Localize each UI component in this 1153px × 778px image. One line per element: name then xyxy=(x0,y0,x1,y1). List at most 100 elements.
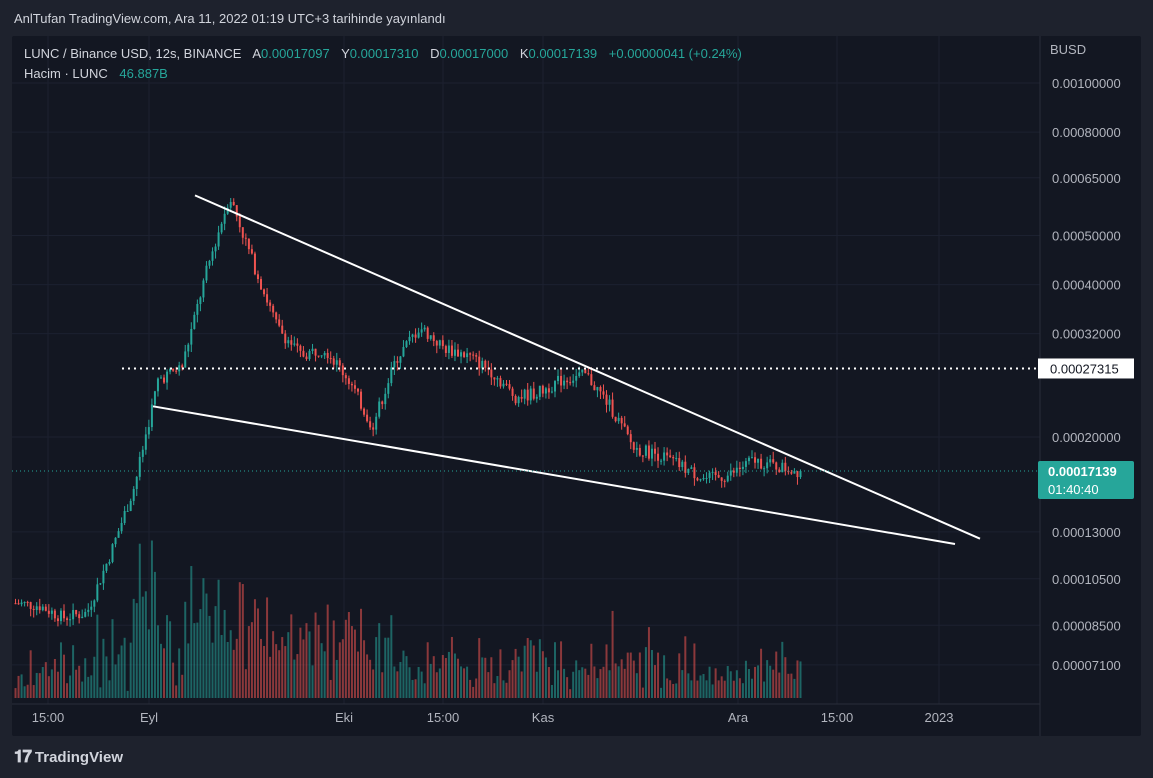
volume-bar xyxy=(608,670,611,698)
volume-bar xyxy=(699,675,702,698)
candle xyxy=(263,289,266,295)
volume-bar xyxy=(575,660,578,698)
candle xyxy=(747,457,750,462)
volume-bar xyxy=(272,631,275,698)
candle xyxy=(50,610,53,614)
open-value: 0.00017097 xyxy=(261,46,330,61)
candle xyxy=(169,368,172,372)
volume-bar xyxy=(269,656,272,698)
volume-bar xyxy=(199,609,202,698)
volume-bar xyxy=(372,669,375,698)
candle xyxy=(702,478,705,480)
volume-bar xyxy=(572,671,575,698)
x-tick-label: 15:00 xyxy=(427,710,460,725)
candle xyxy=(266,294,269,303)
candle xyxy=(172,368,175,371)
volume-bar xyxy=(81,681,84,698)
volume-bar xyxy=(784,657,787,698)
volume-bar xyxy=(69,675,72,698)
candle xyxy=(141,449,144,457)
volume-bar xyxy=(111,619,114,698)
volume-bar xyxy=(590,643,593,698)
candle xyxy=(699,479,702,481)
candle xyxy=(102,570,105,584)
candle xyxy=(672,456,675,459)
candle xyxy=(684,461,687,473)
volume-bar xyxy=(717,680,720,698)
candle xyxy=(793,471,796,474)
volume-bar xyxy=(87,676,90,698)
candle xyxy=(278,319,281,326)
candle xyxy=(196,303,199,315)
candle xyxy=(238,216,241,228)
volume-bar xyxy=(17,675,20,698)
volume-bar xyxy=(417,666,420,698)
candle xyxy=(332,358,335,365)
candle xyxy=(232,201,235,206)
volume-bar xyxy=(499,649,502,698)
candle xyxy=(681,461,684,468)
x-tick-label: Eyl xyxy=(140,710,158,725)
open-label: A xyxy=(252,46,262,61)
candle xyxy=(120,522,123,532)
candle xyxy=(617,417,620,422)
volume-bar xyxy=(329,679,332,698)
volume-bar xyxy=(478,638,481,698)
volume-bar xyxy=(490,657,493,698)
candle xyxy=(441,340,444,347)
volume-bar xyxy=(138,543,141,698)
candle xyxy=(654,448,657,454)
candle xyxy=(363,408,366,415)
volume-bar xyxy=(217,579,220,698)
candle xyxy=(402,347,405,357)
volume-bar xyxy=(581,667,584,698)
candle xyxy=(796,471,799,478)
volume-bar xyxy=(290,614,293,698)
tradingview-footer[interactable]: 𝟏𝟕 TradingView xyxy=(14,747,123,767)
volume-bar xyxy=(314,612,317,698)
candle xyxy=(505,383,508,385)
candle xyxy=(38,606,41,611)
volume-bar xyxy=(405,656,408,698)
candle xyxy=(123,510,126,523)
chart[interactable]: BUSD 0.00100000 0.00080000 0.00065000 0.0005… xyxy=(12,36,1141,736)
volume-bar xyxy=(59,642,62,698)
volume-bar xyxy=(93,656,96,698)
volume-bar xyxy=(311,665,314,698)
candle xyxy=(387,383,390,394)
symbol-label[interactable]: LUNC / Binance USD, 12s, BINANCE xyxy=(24,46,242,61)
candle xyxy=(444,346,447,353)
candle xyxy=(569,382,572,384)
volume-bar xyxy=(793,678,796,698)
close-label: K xyxy=(519,46,529,61)
volume-bar xyxy=(641,687,644,698)
volume-bar xyxy=(623,668,626,698)
candle xyxy=(372,427,375,430)
volume-bar xyxy=(256,608,259,698)
volume-bar xyxy=(75,669,78,698)
candle xyxy=(529,388,532,401)
volume-bar xyxy=(611,610,614,698)
candle xyxy=(799,471,802,478)
volume-bar xyxy=(356,651,359,698)
volume-bar xyxy=(432,656,435,698)
volume-bar xyxy=(638,652,641,698)
volume-bar xyxy=(387,637,390,698)
volume-bar xyxy=(732,680,735,698)
volume-bar xyxy=(550,684,553,698)
volume-bar xyxy=(605,644,608,698)
volume-bar xyxy=(660,687,663,698)
volume-bar xyxy=(114,664,117,698)
volume-bar xyxy=(350,626,353,698)
volume-bar xyxy=(35,672,38,698)
horizontal-level-label: 0.00027315 xyxy=(1050,361,1119,376)
candle xyxy=(247,238,250,250)
volume-bar xyxy=(690,680,693,698)
close-value: 0.00017139 xyxy=(528,46,598,61)
candle xyxy=(678,458,681,468)
candle xyxy=(663,452,666,461)
legend: LUNC / Binance USD, 12s, BINANCE A0.0001… xyxy=(24,44,742,84)
candle xyxy=(329,358,332,360)
volume-bar xyxy=(208,615,211,698)
candle xyxy=(214,246,217,252)
